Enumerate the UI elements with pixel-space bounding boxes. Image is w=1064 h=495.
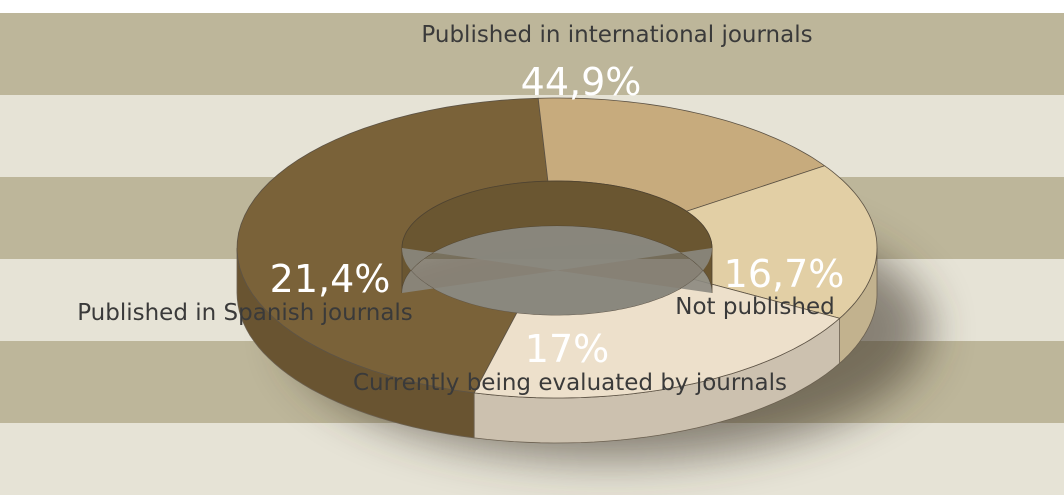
label-international-journals: Published in international journals xyxy=(421,22,812,48)
donut-slices xyxy=(236,97,878,444)
pct-spanish-journals: 21,4% xyxy=(270,257,391,301)
label-spanish-journals: Published in Spanish journals xyxy=(77,300,413,326)
donut-hole xyxy=(402,226,712,315)
label-not-published: Not published xyxy=(675,294,834,320)
background-band xyxy=(0,13,1064,95)
top-strip xyxy=(0,0,1064,13)
donut-slice xyxy=(473,278,841,399)
label-being-evaluated: Currently being evaluated by journals xyxy=(353,370,787,396)
pct-being-evaluated: 17% xyxy=(525,327,609,371)
pct-not-published: 16,7% xyxy=(724,252,845,296)
slice-labels: Published in international journals 44,9… xyxy=(77,22,844,396)
pct-international-journals: 44,9% xyxy=(521,60,642,104)
